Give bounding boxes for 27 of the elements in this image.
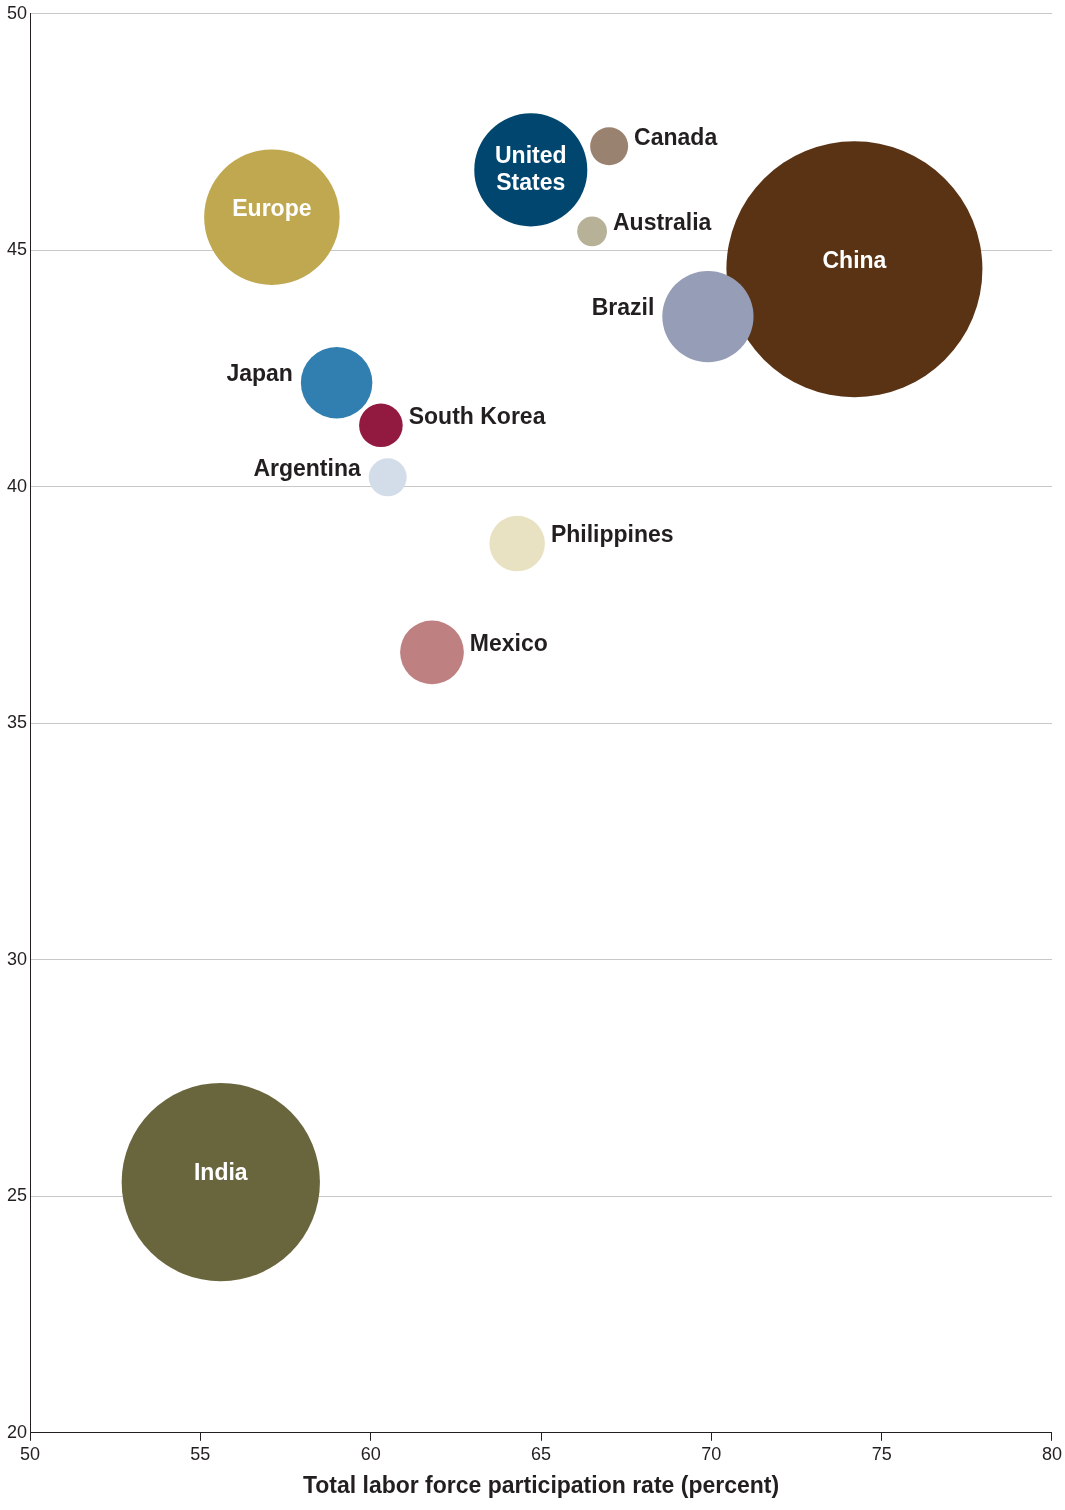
series-label: Canada [634, 123, 718, 150]
x-tick-label: 65 [530, 1443, 552, 1464]
series-label: India [193, 1159, 248, 1186]
x-tick-label: 50 [20, 1443, 41, 1464]
y-tick-label: 30 [6, 948, 28, 969]
series-label: Japan [226, 360, 293, 387]
series-label: China [822, 246, 887, 273]
x-tick-label: 60 [360, 1443, 381, 1464]
y-tick-label: 40 [6, 475, 28, 496]
series-label: South Korea [408, 402, 546, 429]
series-label: Europe [232, 194, 312, 221]
series-label: Mexico [469, 629, 548, 656]
series-label: Brazil [591, 293, 655, 320]
x-tick-label: 75 [871, 1443, 892, 1464]
y-tick-label: 25 [6, 1185, 28, 1206]
series-label: United States [495, 142, 567, 196]
x-tick-label: 70 [701, 1443, 722, 1464]
series-label: Argentina [253, 454, 361, 481]
series-label: Australia [612, 208, 712, 235]
y-tick-label: 45 [6, 239, 28, 260]
x-tick-label: 80 [1041, 1443, 1062, 1464]
x-tick-label: 55 [190, 1443, 211, 1464]
y-tick-label: 20 [6, 1421, 28, 1442]
y-tick-label: 35 [6, 712, 28, 733]
y-tick-label: 50 [6, 2, 28, 23]
x-axis-title: Total labor force participation rate (percent) [302, 1471, 780, 1498]
series-label: Philippines [550, 520, 674, 547]
